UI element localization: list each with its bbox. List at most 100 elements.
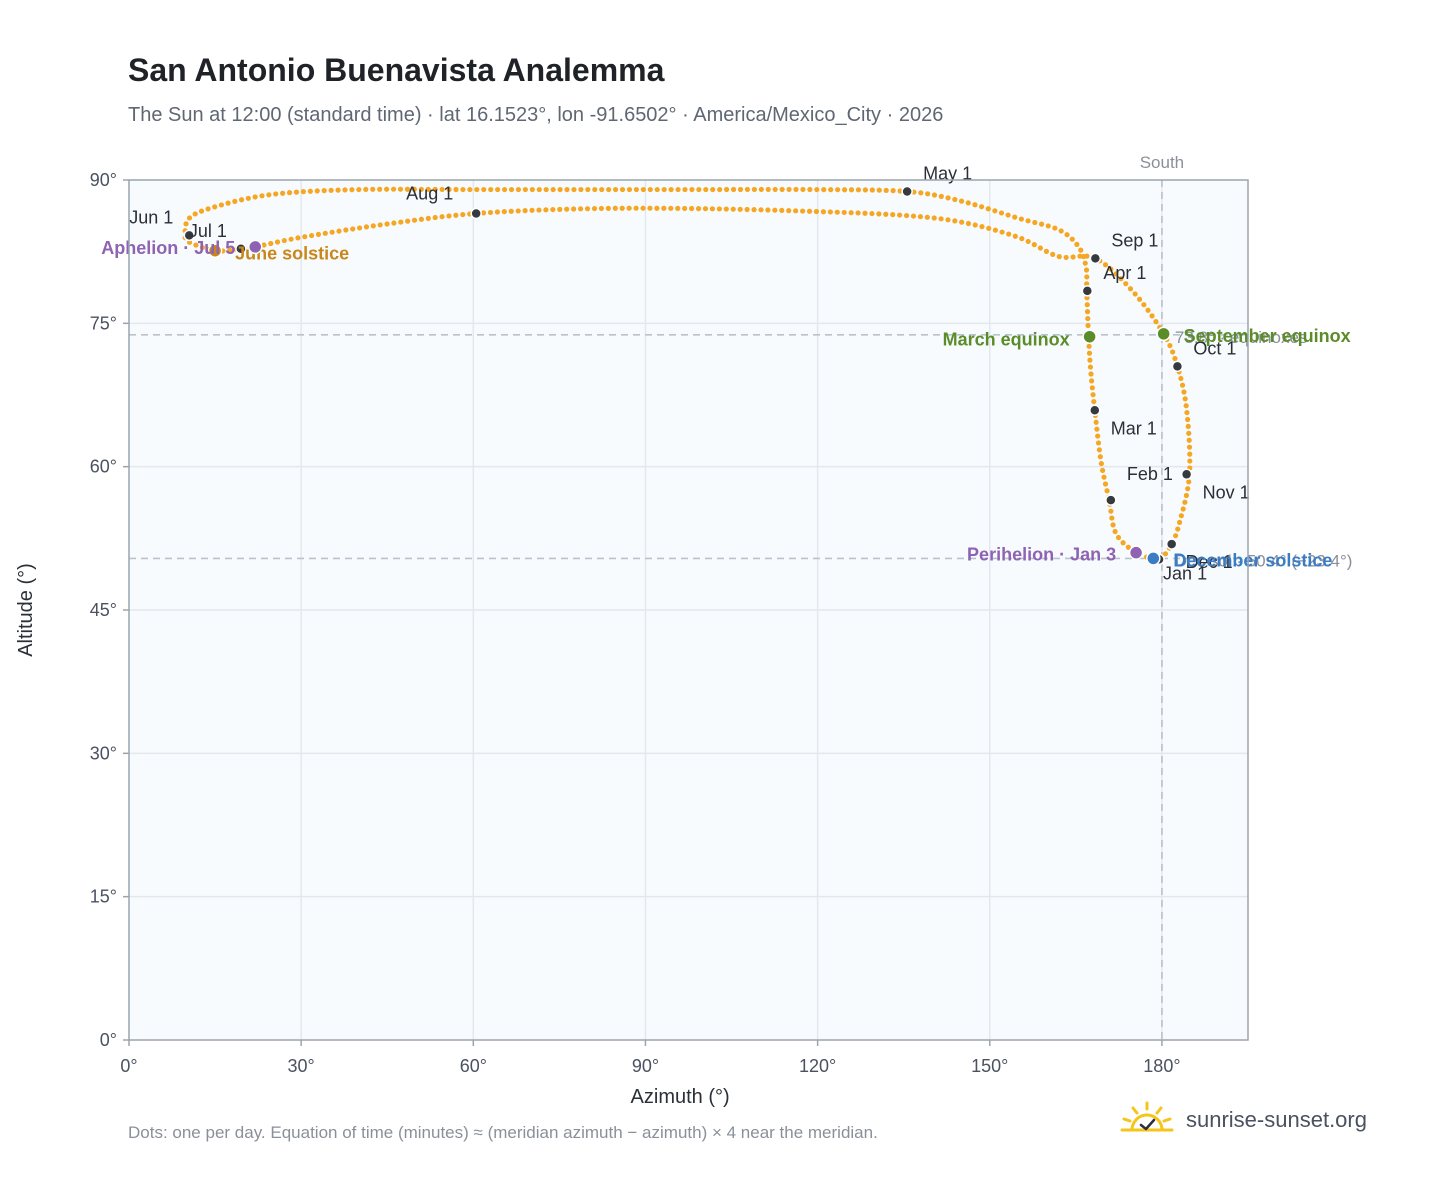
daily-dot [682,205,688,212]
daily-dot [779,207,785,214]
daily-dot [793,208,799,214]
daily-dot [557,206,563,212]
daily-dot [827,209,833,215]
daily-dot [205,206,211,212]
daily-dot [717,186,723,193]
reference-lines: South 73.8° · equinoxes Dec sol · 50.4° (−… [129,153,1352,1040]
daily-dot [1096,447,1102,453]
daily-dot [508,186,515,193]
daily-dot [274,239,281,245]
daily-dot [1069,236,1075,242]
daily-dot [1086,343,1092,349]
month-marker [470,207,482,220]
daily-dot [876,187,882,193]
daily-dot [356,225,363,231]
event-marker [1082,329,1097,344]
x-tick-label: 150° [971,1056,1008,1076]
daily-dot [218,202,224,208]
daily-dot [259,193,265,199]
daily-dot [585,186,591,193]
daily-dot [501,186,508,193]
daily-dot [744,206,750,213]
daily-dot [1149,313,1155,319]
daily-dot [232,198,238,204]
daily-dot [751,186,757,193]
daily-dot [432,214,438,221]
daily-dot [1037,245,1043,251]
daily-dot [1184,409,1190,416]
daily-dot [668,186,674,193]
daily-dot [1132,291,1138,297]
daily-dot [633,205,639,211]
y-tick-label: 75° [90,313,117,333]
daily-dot [1120,540,1126,546]
daily-dot [1088,371,1094,377]
event-label: June solstice [235,244,349,264]
daily-dot [841,209,847,216]
month-marker [1089,404,1101,417]
daily-dot [494,209,500,215]
daily-dot [522,186,528,193]
daily-dot [945,195,951,201]
daily-dot [425,215,431,221]
daily-dot [592,186,598,193]
daily-dot [855,210,861,216]
chart-title: San Antonio Buenavista Analemma [128,52,665,88]
daily-dot [626,186,633,193]
daily-dot [384,221,390,227]
daily-dot [261,242,267,248]
daily-dot [612,205,618,211]
daily-dot [1172,355,1178,362]
daily-dot [640,205,646,211]
month-label: Mar 1 [1111,418,1157,438]
daily-dot [1145,307,1151,313]
daily-dot [744,186,751,193]
daily-dot [992,208,998,214]
daily-dot [481,186,487,193]
daily-dot [515,208,521,214]
daily-dot [821,187,827,193]
daily-dot [945,217,951,223]
daily-dot [1186,437,1192,443]
daily-dot [1185,486,1191,492]
month-marker [183,229,196,242]
daily-dot [1050,251,1056,257]
daily-dot [1183,492,1190,499]
daily-dot [536,186,542,193]
month-marker [1180,468,1193,481]
daily-dot [612,186,619,193]
daily-dot [1070,254,1076,260]
daily-dot [557,186,563,193]
daily-dot [730,206,736,212]
y-tick-label: 60° [90,457,117,477]
daily-dot [689,205,695,212]
daily-dot [998,210,1005,216]
daily-dot [1063,254,1069,261]
daily-dot [328,187,334,193]
daily-dot [758,186,764,193]
daily-dot [1087,364,1094,370]
daily-dot [363,224,370,230]
daily-dot [647,205,653,211]
daily-dot [183,221,189,227]
y-tick-label: 90° [90,170,117,190]
month-label: Oct 1 [1193,338,1236,358]
daily-dot [302,234,308,240]
daily-dot [1085,322,1091,329]
daily-dot [938,216,944,222]
daily-dot [1087,357,1093,363]
daily-dot [515,186,522,193]
month-label: Jul 1 [189,221,227,241]
daily-dot [1112,528,1118,535]
daily-dot [1183,403,1189,409]
daily-dot [786,208,792,214]
daily-dot [1093,419,1099,425]
daily-dot [675,186,681,193]
daily-dot [1110,522,1116,528]
daily-dot [910,213,917,219]
daily-dot [522,208,528,214]
daily-dot [1025,238,1031,245]
daily-dot [227,247,233,253]
daily-dot [1074,241,1080,248]
daily-dot [349,187,355,193]
